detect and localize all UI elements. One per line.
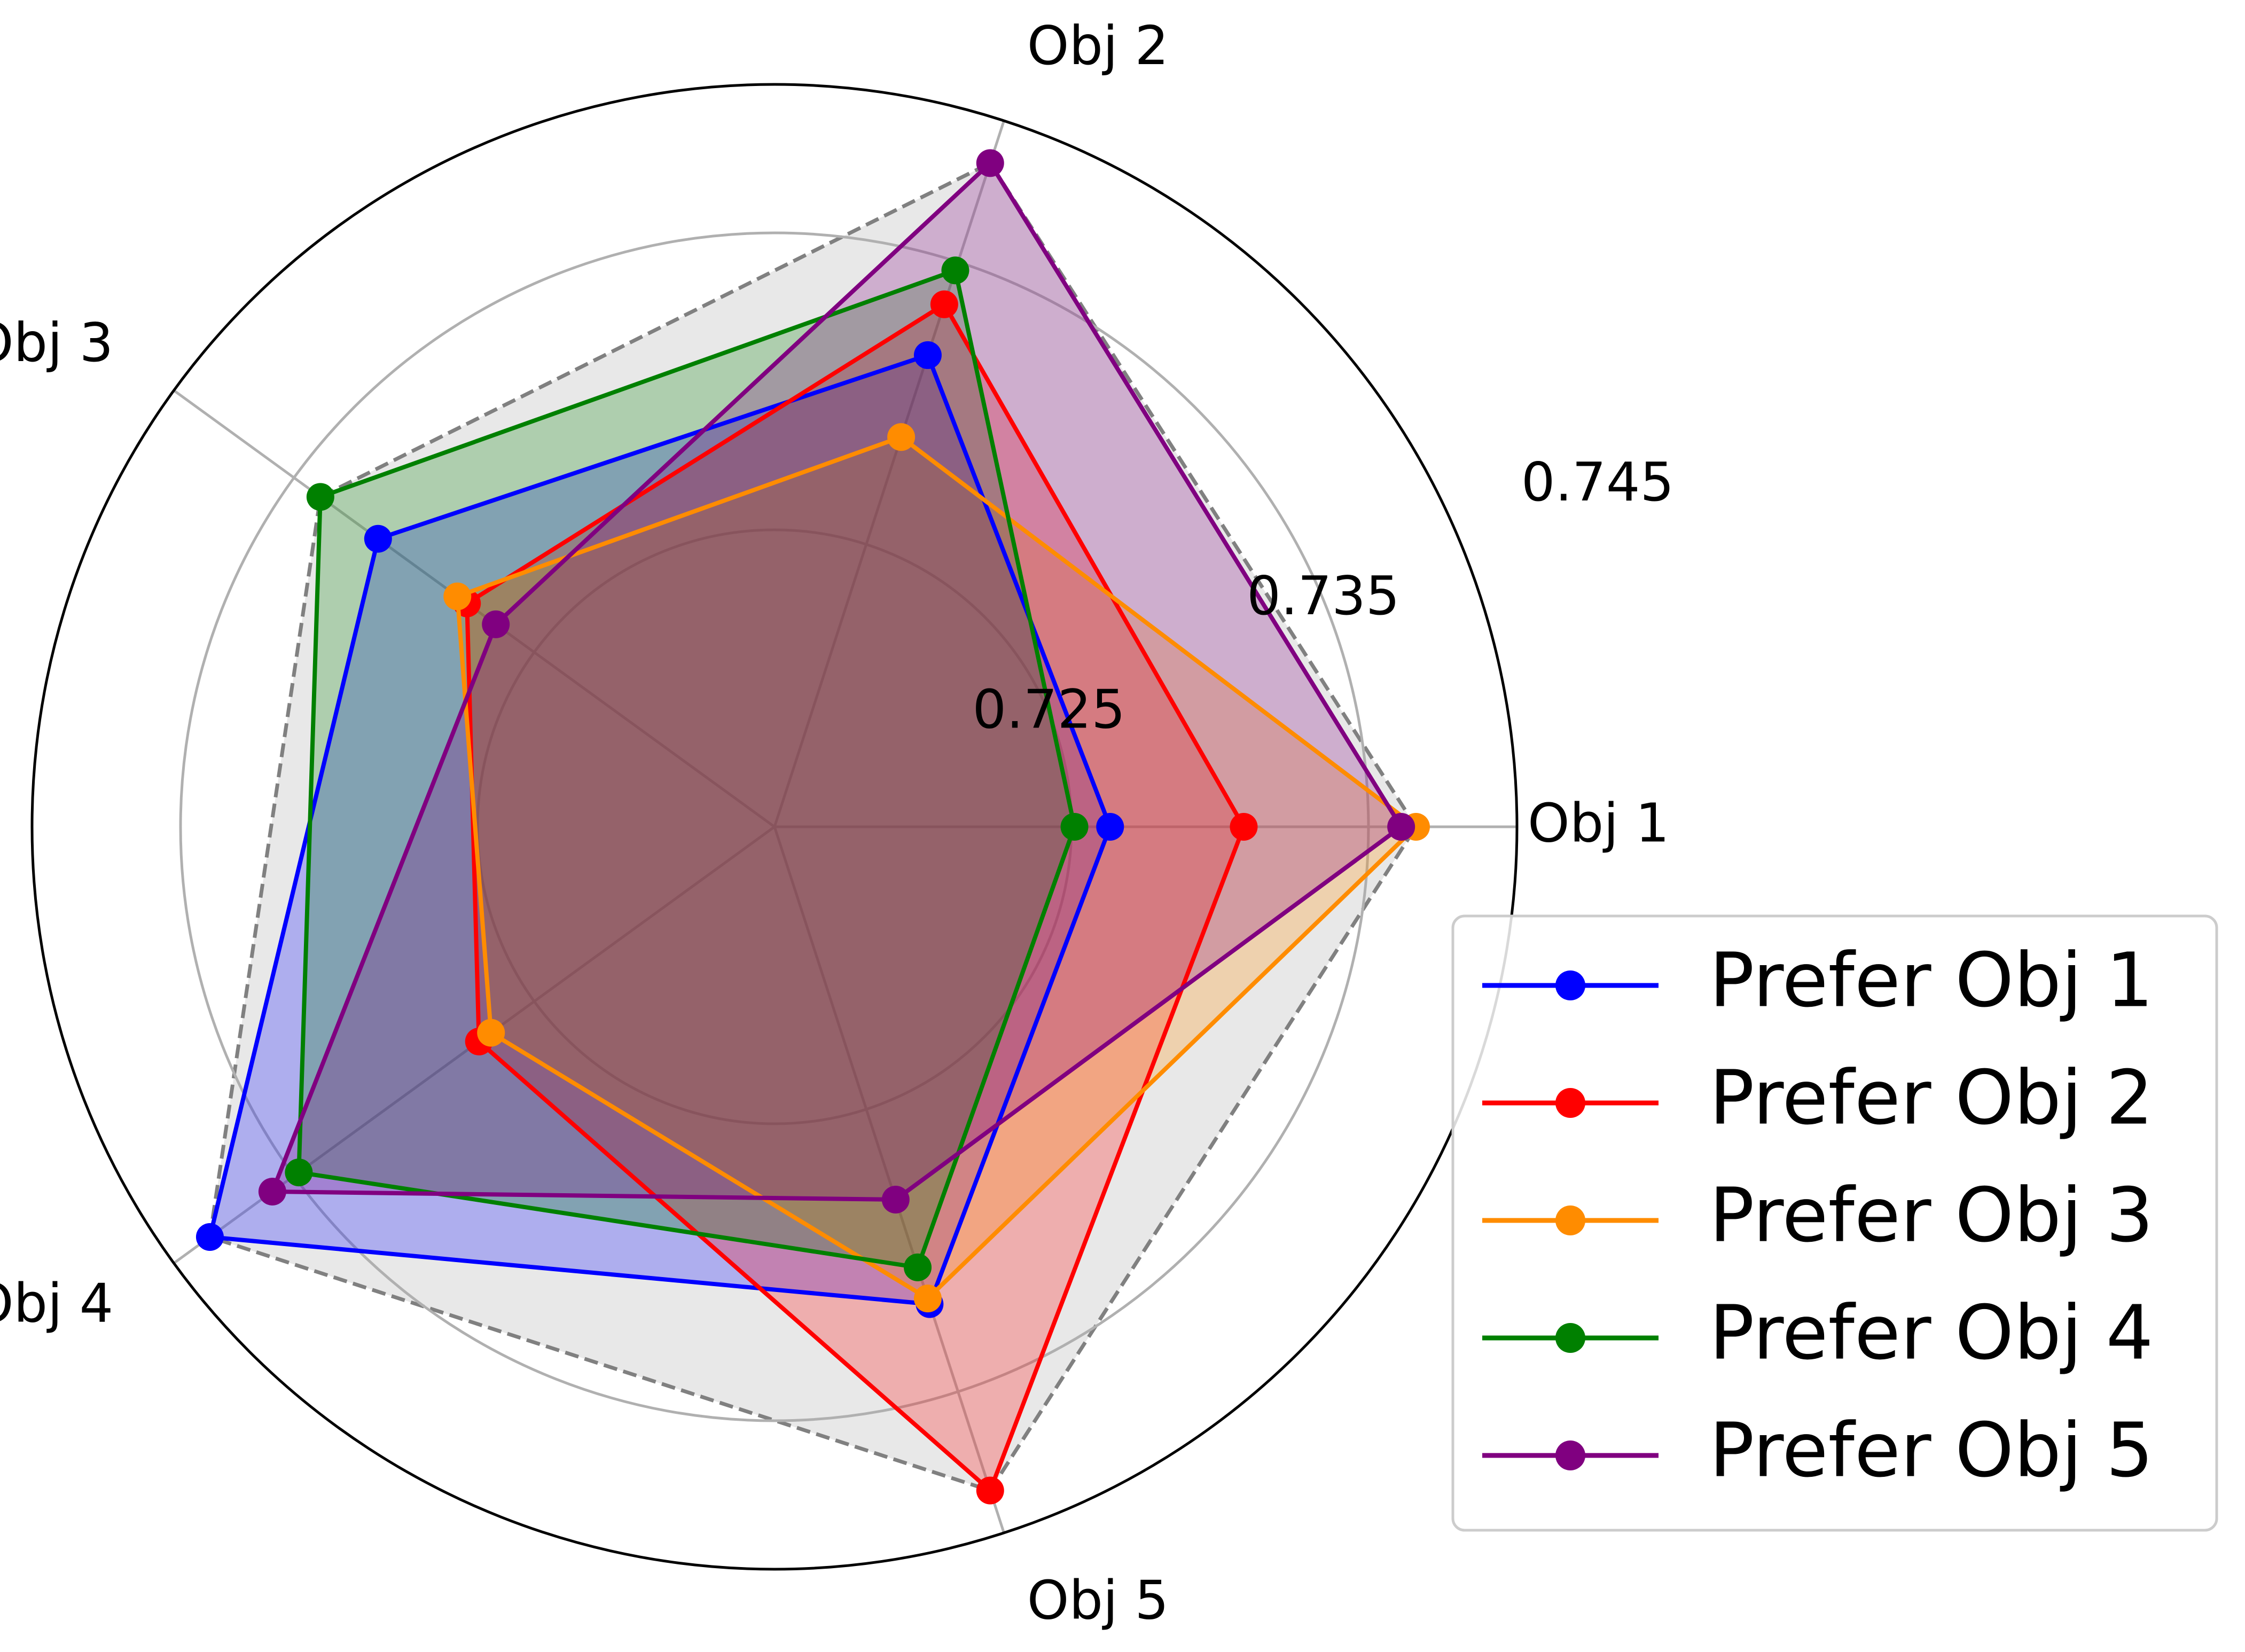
axis-label: Obj 1: [1528, 792, 1669, 854]
legend-swatch-marker: [1555, 1088, 1585, 1118]
radial-tick-label: 0.735: [1247, 565, 1399, 627]
data-point: [285, 1158, 313, 1187]
data-point: [1060, 813, 1089, 841]
data-point: [1096, 813, 1124, 841]
legend-swatch-marker: [1555, 1323, 1585, 1353]
series-fill: [467, 304, 1244, 1491]
axis-labels: Obj 1 Obj 2 Obj 3 Obj 4 Obj 5: [0, 14, 1669, 1631]
data-point: [443, 582, 472, 610]
series-lines: [195, 149, 1430, 1505]
data-point: [941, 256, 969, 285]
data-point: [930, 290, 958, 318]
axis-label: Obj 5: [1027, 1569, 1169, 1631]
axis-label: Obj 3: [0, 311, 113, 374]
legend-label: Prefer Obj 3: [1709, 1172, 2154, 1259]
data-point: [904, 1253, 932, 1281]
data-point: [881, 1185, 910, 1213]
series-fill: [299, 270, 1075, 1267]
legend-swatch-marker: [1555, 970, 1585, 1000]
data-point: [364, 524, 392, 553]
data-point: [1387, 813, 1415, 841]
radial-tick-label: 0.725: [973, 678, 1125, 741]
legend-label: Prefer Obj 5: [1709, 1407, 2154, 1494]
legend-label: Prefer Obj 4: [1709, 1290, 2154, 1377]
data-point: [913, 341, 942, 369]
data-point: [195, 1223, 224, 1251]
legend-swatch-marker: [1555, 1440, 1585, 1470]
data-point: [976, 149, 1004, 177]
outer-circle: [30, 83, 1519, 1571]
legend-label: Prefer Obj 2: [1709, 1055, 2154, 1142]
data-point: [258, 1178, 286, 1206]
series-line: [270, 161, 1404, 1202]
legend-swatch-marker: [1555, 1205, 1585, 1235]
axis-label: Obj 2: [1027, 14, 1169, 77]
series-fill: [209, 355, 1110, 1304]
axis-label: Obj 4: [0, 1272, 113, 1335]
series-line: [207, 353, 1113, 1306]
series-fill: [272, 163, 1402, 1200]
series-fill: [457, 437, 1416, 1299]
data-point: [477, 1019, 505, 1047]
data-point: [887, 423, 916, 451]
data-point: [976, 1476, 1004, 1505]
radial-tick-labels: 0.725 0.735 0.745: [973, 451, 1675, 741]
legend-box: [1451, 914, 2218, 1532]
data-point: [913, 1285, 942, 1313]
series-fills: [209, 163, 1416, 1491]
data-point: [482, 610, 510, 638]
axis-spoke: [773, 120, 1005, 827]
outer-frame: [30, 83, 1519, 1571]
axis-spoke: [773, 826, 1005, 1533]
data-point: [306, 483, 334, 511]
series-line: [455, 435, 1418, 1301]
series-line: [296, 268, 1077, 1270]
data-point: [1230, 813, 1258, 841]
legend: Prefer Obj 1 Prefer Obj 2 Prefer Obj 3 Pref…: [1451, 914, 2218, 1532]
radial-tick-label: 0.745: [1521, 451, 1674, 513]
legend-label: Prefer Obj 1: [1709, 937, 2154, 1024]
